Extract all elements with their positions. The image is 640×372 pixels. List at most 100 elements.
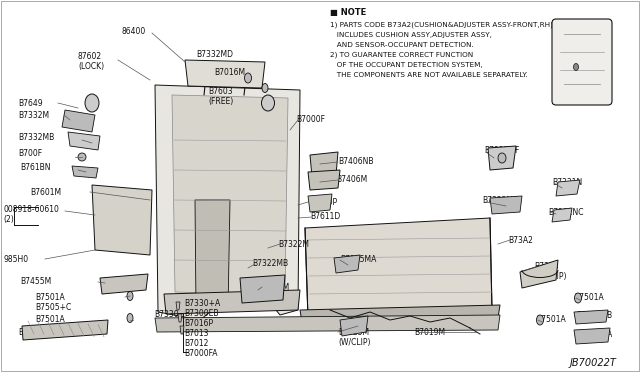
Text: B7325MA: B7325MA bbox=[340, 255, 376, 264]
Polygon shape bbox=[308, 194, 332, 212]
Text: 1) PARTS CODE B73A2(CUSHION&ADJUSTER ASSY-FRONT,RH): 1) PARTS CODE B73A2(CUSHION&ADJUSTER ASS… bbox=[330, 22, 553, 29]
Text: B7406M: B7406M bbox=[336, 175, 367, 184]
Polygon shape bbox=[300, 305, 500, 322]
Text: B7324: B7324 bbox=[534, 262, 559, 271]
Text: B7016M: B7016M bbox=[214, 68, 245, 77]
Polygon shape bbox=[574, 310, 608, 324]
Polygon shape bbox=[155, 315, 500, 332]
Polygon shape bbox=[62, 110, 95, 132]
Text: (LOCK): (LOCK) bbox=[78, 62, 104, 71]
Polygon shape bbox=[155, 85, 300, 320]
Polygon shape bbox=[195, 200, 230, 310]
Polygon shape bbox=[172, 95, 288, 295]
Text: B7455M: B7455M bbox=[20, 277, 51, 286]
Text: B7322MB: B7322MB bbox=[252, 259, 288, 268]
Text: B761BN: B761BN bbox=[20, 163, 51, 172]
Text: THE COMPONENTS ARE NOT AVAILABLE SEPARATELY.: THE COMPONENTS ARE NOT AVAILABLE SEPARAT… bbox=[330, 72, 527, 78]
Text: B7000FA: B7000FA bbox=[184, 349, 218, 358]
Ellipse shape bbox=[575, 293, 582, 303]
Text: B7505+B: B7505+B bbox=[576, 311, 612, 320]
Text: B7331NC: B7331NC bbox=[548, 208, 584, 217]
Text: JB70022T: JB70022T bbox=[570, 358, 617, 368]
Ellipse shape bbox=[127, 314, 133, 323]
FancyBboxPatch shape bbox=[552, 19, 612, 105]
Text: 985H0: 985H0 bbox=[3, 255, 28, 264]
Ellipse shape bbox=[85, 94, 99, 112]
Text: (FREE): (FREE) bbox=[208, 97, 233, 106]
Ellipse shape bbox=[536, 315, 543, 325]
Ellipse shape bbox=[262, 95, 275, 111]
Polygon shape bbox=[178, 314, 182, 322]
Polygon shape bbox=[240, 275, 285, 303]
Text: B73A2: B73A2 bbox=[508, 236, 533, 245]
Text: B7332MD: B7332MD bbox=[196, 50, 233, 59]
Text: B7016P: B7016P bbox=[184, 319, 213, 328]
Polygon shape bbox=[340, 316, 368, 336]
Text: B7330: B7330 bbox=[154, 310, 179, 319]
Text: 87602: 87602 bbox=[78, 52, 102, 61]
Text: B7322MF: B7322MF bbox=[484, 146, 520, 155]
Text: (W/CLIP): (W/CLIP) bbox=[338, 338, 371, 347]
Text: OF THE OCCUPANT DETECTION SYSTEM,: OF THE OCCUPANT DETECTION SYSTEM, bbox=[330, 62, 483, 68]
Bar bbox=[584, 40, 600, 54]
Text: B7505+A: B7505+A bbox=[576, 330, 612, 339]
Text: B7649: B7649 bbox=[18, 99, 43, 108]
Polygon shape bbox=[92, 185, 152, 255]
Text: B7322MD: B7322MD bbox=[482, 196, 519, 205]
Ellipse shape bbox=[262, 83, 268, 93]
Polygon shape bbox=[68, 132, 100, 150]
Text: B7611D: B7611D bbox=[310, 212, 340, 221]
Text: 86400: 86400 bbox=[122, 27, 147, 36]
Text: B7505+C: B7505+C bbox=[35, 303, 71, 312]
Text: B7501A: B7501A bbox=[35, 315, 65, 324]
Text: AND SENSOR-OCCUPANT DETECTION.: AND SENSOR-OCCUPANT DETECTION. bbox=[330, 42, 474, 48]
Text: B7322M: B7322M bbox=[278, 240, 309, 249]
Polygon shape bbox=[490, 196, 522, 214]
Text: B7330+A: B7330+A bbox=[184, 299, 220, 308]
Ellipse shape bbox=[498, 153, 506, 163]
Text: INCLUDES CUSHION ASSY,ADJUSTER ASSY,: INCLUDES CUSHION ASSY,ADJUSTER ASSY, bbox=[330, 32, 492, 38]
Text: 2) TO GUARANTEE CORRECT FUNCTION: 2) TO GUARANTEE CORRECT FUNCTION bbox=[330, 52, 473, 58]
Text: B700F: B700F bbox=[18, 149, 42, 158]
Polygon shape bbox=[520, 260, 558, 288]
Ellipse shape bbox=[244, 73, 252, 83]
Text: (W/CLIP): (W/CLIP) bbox=[534, 272, 566, 281]
Text: B7620P: B7620P bbox=[308, 198, 337, 207]
Polygon shape bbox=[488, 146, 516, 170]
Ellipse shape bbox=[573, 64, 579, 71]
Polygon shape bbox=[574, 328, 610, 344]
Text: B7501A: B7501A bbox=[536, 315, 566, 324]
Text: B7501A: B7501A bbox=[35, 293, 65, 302]
Text: B7332MB: B7332MB bbox=[18, 133, 54, 142]
Polygon shape bbox=[305, 218, 492, 318]
Polygon shape bbox=[334, 255, 360, 273]
Polygon shape bbox=[180, 326, 184, 334]
Text: B7019M: B7019M bbox=[414, 328, 445, 337]
Text: (2): (2) bbox=[3, 215, 13, 224]
Text: B7603: B7603 bbox=[208, 87, 232, 96]
Ellipse shape bbox=[78, 153, 86, 161]
Text: ■ NOTE: ■ NOTE bbox=[330, 8, 366, 17]
Text: B7601M: B7601M bbox=[30, 188, 61, 197]
Polygon shape bbox=[185, 60, 265, 88]
Polygon shape bbox=[22, 320, 108, 340]
Text: B7325M: B7325M bbox=[338, 328, 369, 337]
Polygon shape bbox=[310, 152, 338, 177]
Text: B7012: B7012 bbox=[184, 339, 209, 348]
Polygon shape bbox=[100, 274, 148, 294]
Text: B7406NB: B7406NB bbox=[338, 157, 374, 166]
Polygon shape bbox=[164, 290, 300, 314]
Text: B7300EB: B7300EB bbox=[184, 309, 218, 318]
Polygon shape bbox=[176, 302, 180, 310]
Text: B7332M: B7332M bbox=[18, 111, 49, 120]
Polygon shape bbox=[552, 208, 572, 222]
Polygon shape bbox=[308, 170, 340, 190]
Text: B7501A: B7501A bbox=[574, 293, 604, 302]
Text: 008918-60610: 008918-60610 bbox=[3, 205, 59, 214]
Text: B7000F: B7000F bbox=[296, 115, 325, 124]
Text: B7013: B7013 bbox=[184, 329, 209, 338]
Text: B7331N: B7331N bbox=[552, 178, 582, 187]
Polygon shape bbox=[556, 180, 580, 196]
Text: B7405M: B7405M bbox=[258, 283, 289, 292]
Polygon shape bbox=[72, 166, 98, 178]
